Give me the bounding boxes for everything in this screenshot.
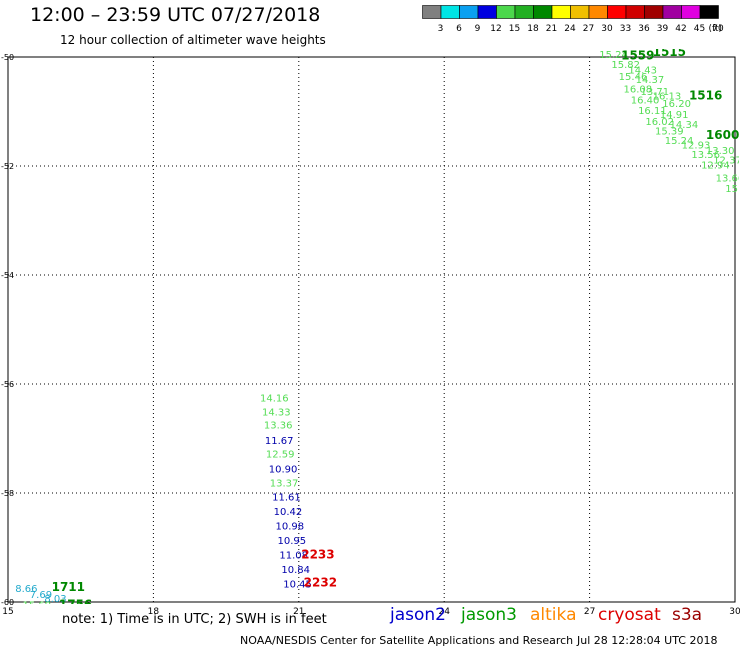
wave-height-label: 13.36 (264, 421, 293, 432)
x-tick-label: 21 (293, 607, 304, 617)
x-tick-label: 24 (438, 607, 450, 617)
color-scale-legend: 3 6 9 12 15 18 21 24 27 30 33 36 39 42 45 70(ft) (422, 5, 724, 34)
legend-tick-label: 33 (620, 24, 631, 34)
x-tick-label: 15 (2, 607, 13, 617)
y-tick-label: -60 (1, 598, 14, 607)
wave-height-label: 15. (725, 184, 740, 195)
wave-height-label: 14.43 (628, 65, 657, 76)
wave-height-label: 16.08 (624, 84, 653, 95)
wave-height-label: 11.08 (279, 550, 308, 561)
wave-height-label: 10.84 (281, 565, 310, 576)
x-tick-label: 30 (729, 607, 740, 617)
time-label: 1756 (59, 598, 92, 612)
y-tick-label: -52 (1, 162, 14, 171)
time-label: 1516 (689, 89, 722, 103)
wave-height-label: 14.34 (670, 120, 699, 131)
wave-height-label: 12.94 (701, 161, 730, 172)
legend-tick-label: 42 (675, 24, 686, 34)
wave-height-label: 13.30 (706, 146, 735, 157)
footer-note: note: 1) Time is in UTC; 2) SWH is in fe… (62, 612, 327, 627)
wave-height-label: 15.46 (619, 72, 648, 83)
legend-tick-label: 3 (438, 24, 444, 34)
wave-height-label: 16.11 (638, 106, 667, 117)
wave-height-label: 10.95 (277, 536, 306, 547)
legend-tick-label: 18 (527, 24, 539, 34)
y-tick-label: -54 (1, 271, 14, 280)
wave-height-label: 11.61 (272, 493, 301, 504)
legend-tick-label: 70 (712, 24, 724, 34)
wave-height-label: 8.03 (44, 594, 66, 605)
time-label: 2232 (304, 576, 337, 590)
wave-height-label: 12.37 (713, 155, 740, 166)
wave-height-label: 13.56 (691, 150, 720, 161)
wave-height-label: 10.42 (274, 507, 303, 518)
y-tick-label: -56 (1, 380, 14, 389)
legend-tick-label: 30 (601, 24, 613, 34)
legend-tick-label: 39 (657, 24, 669, 34)
wave-height-label: 10.90 (269, 464, 298, 475)
credit-line: NOAA/NESDIS Center for Satellite Applica… (240, 634, 574, 647)
satellite-cryosat: cryosat (598, 605, 661, 625)
wave-height-label: 7.69 (30, 590, 52, 601)
legend-swatch (699, 5, 719, 19)
satellite-jason3: jason3 (461, 605, 517, 625)
x-tick-label: 27 (584, 607, 595, 617)
wave-height-label: 14.16 (260, 393, 289, 404)
wave-height-label: 10.98 (276, 522, 305, 533)
wave-height-label: 16.02 (645, 117, 674, 128)
page-title: 12:00 – 23:59 UTC 07/27/2018 (30, 4, 321, 26)
wave-height-label: 14.33 (262, 408, 291, 419)
wave-height-label: 16.20 (662, 99, 691, 110)
y-tick-label: -58 (1, 489, 14, 498)
wave-height-label: 12.59 (266, 450, 295, 461)
wave-height-label: 8.66 (15, 584, 37, 595)
wave-height-label: 14.91 (660, 110, 689, 121)
wave-height-label: 15.24 (599, 50, 628, 61)
wave-height-label: 12.93 (682, 141, 711, 152)
wave-height-label: 13.37 (270, 478, 299, 489)
wave-height-label: 16.13 (653, 92, 682, 103)
wave-height-label: 15.82 (611, 60, 640, 71)
legend-tick-label: 9 (475, 24, 481, 34)
satellite-s3a: s3a (672, 605, 703, 625)
legend-tick-label: 45 (694, 24, 705, 34)
time-label: 1559 (621, 49, 654, 63)
page-subtitle: 12 hour collection of altimeter wave hei… (60, 33, 326, 47)
wave-height-label: 15.69 (23, 601, 52, 612)
satellite-jason2: jason2 (390, 605, 446, 625)
x-tick-label: 18 (148, 607, 160, 617)
legend-tick-label: 36 (638, 24, 650, 34)
wave-height-label: 13.66 (716, 173, 740, 184)
wave-height-label: 15.24 (665, 136, 694, 147)
wave-height-label: 15.39 (655, 126, 684, 137)
wave-height-label: 11.67 (265, 436, 294, 447)
legend-unit-label: (ft) (708, 24, 722, 34)
legend-tick-label: 24 (564, 24, 576, 34)
time-label: 1600 (706, 128, 739, 142)
legend-tick-label: 12 (490, 24, 501, 34)
legend-tick-label: 15 (509, 24, 520, 34)
generation-timestamp: Jul 28 12:28:04 UTC 2018 (577, 634, 718, 647)
wave-height-label: 16.40 (631, 95, 660, 106)
legend-tick-label: 27 (583, 24, 594, 34)
satellite-altika: altika (530, 605, 577, 625)
plot-frame (7, 56, 736, 603)
legend-tick-label: 21 (546, 24, 557, 34)
legend-tick-label: 6 (456, 24, 462, 34)
time-label: 1515 (653, 45, 686, 59)
wave-height-labels: 14.16 14.33 13.36 11.67 12.59 10.90 13.37 11.61… (15, 45, 740, 612)
time-label: 2233 (301, 547, 334, 561)
wave-height-label: 14.37 (636, 75, 665, 86)
y-tick-label: -50 (1, 53, 14, 62)
wave-height-label: 13.71 (640, 87, 669, 98)
time-label: 1711 (52, 580, 85, 594)
wave-height-label: 10.45 (283, 579, 312, 590)
